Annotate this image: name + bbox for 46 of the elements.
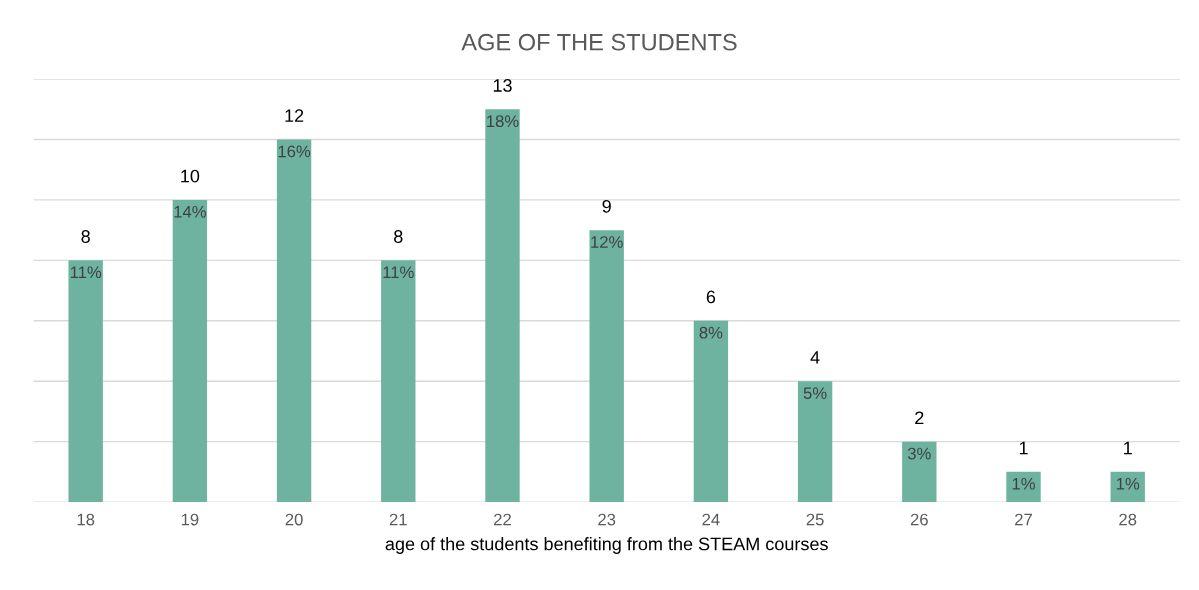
data-label: 1: [1019, 441, 1028, 455]
bar: [485, 109, 520, 503]
bar: [589, 230, 624, 503]
bar: [381, 260, 416, 503]
annotation: 5%: [803, 387, 827, 400]
x-tick-label: 22: [494, 513, 511, 526]
chart-title: AGE OF THE STUDENTS: [461, 33, 737, 51]
annotation: 14%: [174, 205, 206, 218]
x-tick-label: 28: [1119, 513, 1137, 526]
x-tick-label: 20: [285, 513, 303, 526]
x-tick-label: 23: [598, 513, 616, 526]
bar: [693, 320, 729, 503]
x-tick-label: 21: [389, 513, 407, 526]
data-label: 9: [602, 199, 611, 213]
annotation: 11%: [70, 266, 102, 279]
annotation: 1%: [1116, 477, 1140, 490]
annotation: 1%: [1012, 477, 1035, 490]
annotation: 16%: [278, 145, 311, 158]
x-tick-label: 25: [806, 513, 824, 526]
data-label: 4: [810, 351, 820, 364]
bar: [1006, 471, 1041, 503]
data-label: 2: [915, 411, 924, 425]
x-axis-title: age of the students benefiting from the STEAM courses: [385, 537, 828, 554]
data-label: 8: [81, 230, 90, 243]
annotation: 12%: [591, 236, 623, 248]
x-tick-label: 19: [181, 513, 199, 526]
bar: [902, 441, 937, 503]
annotation: 11%: [383, 266, 414, 279]
annotation: 8%: [699, 326, 723, 339]
data-label: 6: [706, 290, 716, 304]
data-label: 1: [1124, 441, 1132, 455]
x-tick-label: 27: [1015, 513, 1032, 526]
data-label: 12: [285, 109, 304, 122]
data-label: 10: [181, 169, 200, 183]
annotation: 18%: [487, 115, 519, 128]
x-tick-label: 26: [910, 513, 928, 526]
x-tick-label: 24: [702, 513, 720, 526]
annotation: 3%: [907, 447, 931, 460]
bar: [797, 381, 833, 503]
data-label: 8: [394, 230, 403, 243]
x-tick-label: 18: [77, 513, 95, 526]
bar: [68, 260, 103, 503]
data-label: 13: [493, 79, 512, 92]
bar: [1110, 471, 1145, 503]
bar: [172, 199, 208, 503]
bar: [276, 139, 312, 503]
